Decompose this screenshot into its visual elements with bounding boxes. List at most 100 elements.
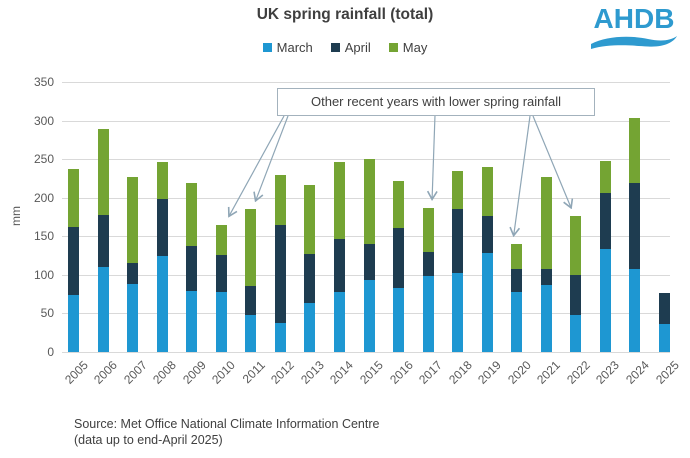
bar-segment-2025-april [659, 292, 670, 325]
chart-title: UK spring rainfall (total) [256, 6, 434, 23]
legend-item-april: April [330, 40, 371, 55]
bar-2010 [215, 224, 227, 352]
bar-segment-2021-april [540, 269, 552, 285]
y-tick-350: 350 [33, 75, 54, 89]
bar-2021 [540, 176, 552, 352]
bar-segment-2014-march [333, 291, 345, 352]
y-tick-0: 0 [47, 345, 54, 359]
bar-segment-2023-april [599, 193, 611, 250]
bar-segment-2020-march [511, 291, 523, 352]
bar-segment-2008-march [156, 256, 168, 352]
ahdb-logo-swoosh-icon [591, 36, 677, 49]
y-tick-150: 150 [33, 229, 54, 244]
gridline-350 [62, 82, 670, 83]
bar-segment-2024-march [629, 269, 641, 352]
bar-segment-2017-april [422, 251, 434, 277]
bar-segment-2015-march [363, 279, 375, 352]
bar-2017 [422, 207, 434, 352]
bar-segment-2011-may [245, 209, 257, 287]
bar-2011 [245, 209, 257, 352]
bar-segment-2010-march [215, 291, 227, 352]
bar-segment-2017-may [422, 207, 434, 252]
gridline-300 [62, 120, 670, 122]
bar-segment-2006-may [97, 129, 109, 216]
bar-segment-2006-april [97, 215, 109, 268]
bar-2005 [68, 169, 79, 352]
bar-segment-2016-may [393, 180, 405, 228]
bar-2015 [363, 159, 375, 352]
legend-label-april: April [344, 40, 371, 55]
legend: March April May [40, 40, 650, 55]
source-line-1: Source: Met Office National Climate Info… [74, 417, 380, 431]
bar-segment-2016-april [393, 227, 405, 288]
bar-2006 [97, 129, 109, 352]
legend-label-march: March [276, 40, 313, 55]
bar-segment-2012-april [274, 224, 286, 324]
bar-segment-2023-may [599, 161, 611, 194]
bar-segment-2011-april [245, 286, 257, 315]
y-tick-300: 300 [33, 113, 54, 128]
bar-segment-2005-may [68, 169, 79, 228]
bar-segment-2024-april [629, 183, 641, 270]
annotation-box: Other recent years with lower spring rai… [277, 88, 595, 116]
bar-2022 [570, 216, 582, 352]
ahdb-logo-text: AHDB [593, 3, 675, 34]
legend-item-may: May [388, 40, 428, 55]
bar-2018 [452, 170, 464, 352]
bar-segment-2010-april [215, 254, 227, 292]
bar-segment-2005-april [68, 227, 79, 295]
y-tick-50: 50 [40, 306, 54, 321]
bar-segment-2005-march [68, 294, 79, 352]
plot-area [62, 82, 670, 353]
bar-2019 [481, 166, 493, 352]
bar-segment-2019-march [481, 252, 493, 352]
source-line-2: (data up to end-April 2025) [74, 433, 223, 448]
y-tick-200: 200 [33, 190, 54, 205]
bar-segment-2017-march [422, 276, 434, 352]
bar-segment-2007-april [127, 263, 139, 285]
bar-2007 [127, 176, 139, 352]
bar-segment-2007-may [127, 176, 139, 264]
bar-2016 [393, 180, 405, 352]
bar-segment-2022-march [570, 314, 582, 352]
bar-2023 [599, 161, 611, 352]
bar-segment-2008-april [156, 199, 168, 257]
bar-2014 [333, 162, 345, 352]
bar-2008 [156, 162, 168, 352]
bar-segment-2019-april [481, 216, 493, 253]
bar-segment-2018-may [452, 170, 464, 209]
bar-2013 [304, 184, 316, 352]
bar-segment-2020-april [511, 268, 523, 292]
legend-label-may: May [402, 40, 428, 55]
bar-segment-2025-march [659, 324, 670, 352]
bar-segment-2013-april [304, 254, 316, 303]
bar-segment-2008-may [156, 162, 168, 200]
bar-segment-2021-may [540, 176, 552, 270]
bar-segment-2014-may [333, 162, 345, 240]
bar-segment-2022-april [570, 274, 582, 315]
y-tick-100: 100 [33, 267, 54, 282]
bar-segment-2022-may [570, 216, 582, 275]
bar-segment-2023-march [599, 249, 611, 352]
bar-2024 [629, 118, 641, 352]
source-note: Source: Met Office National Climate Info… [74, 416, 379, 449]
ahdb-logo: AHDB [588, 5, 680, 55]
bar-segment-2015-may [363, 159, 375, 245]
y-tick-250: 250 [33, 152, 54, 167]
bar-segment-2014-april [333, 239, 345, 292]
legend-swatch-march [262, 43, 272, 52]
bar-segment-2020-may [511, 244, 523, 269]
bar-segment-2021-march [540, 284, 552, 352]
bar-segment-2018-april [452, 208, 464, 273]
bar-2020 [511, 244, 523, 352]
bar-segment-2012-may [274, 174, 286, 225]
bar-segment-2009-april [186, 246, 198, 292]
bar-segment-2015-april [363, 244, 375, 280]
legend-item-march: March [262, 40, 313, 55]
legend-swatch-may [388, 43, 398, 52]
bar-segment-2019-may [481, 166, 493, 217]
legend-swatch-april [330, 43, 340, 52]
bar-segment-2007-march [127, 284, 139, 352]
bar-segment-2012-march [274, 323, 286, 352]
